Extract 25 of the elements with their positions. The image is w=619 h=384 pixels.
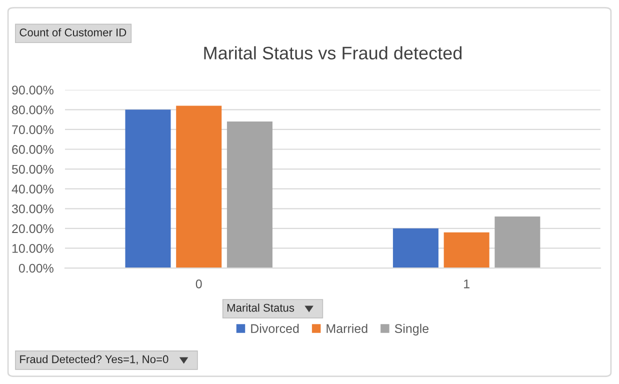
legend-label: Divorced [251,324,299,334]
text: Fraud Detected? Yes=1, No=0 [20,355,168,364]
y-tick-label: 10.00% [12,244,54,253]
y-tick-label: 0.00% [18,264,54,273]
bar [226,122,272,268]
y-tick-label: 80.00% [12,105,54,114]
bar [176,106,222,268]
x-tick-label: 1 [464,280,470,288]
y-tick-label: 50.00% [12,164,54,174]
legend-label: Married [326,324,368,334]
y-tick-label: 20.00% [12,224,54,234]
y-tick-label: 70.00% [12,125,54,134]
chart-title: Marital Status vs Fraud detected [204,46,462,60]
legend-label: Single [394,324,428,336]
text: Count of Customer ID [20,28,126,36]
y-tick-label: 30.00% [12,204,54,214]
y-tick-label: 60.00% [12,145,54,154]
x-tick-label: 0 [196,279,202,288]
bar [444,232,490,268]
bar [392,228,438,268]
y-tick-label: 90.00% [12,86,54,95]
y-tick-label: 40.00% [12,184,54,194]
bar [494,216,540,268]
text: Marital Status [227,304,294,312]
bar [125,110,171,268]
